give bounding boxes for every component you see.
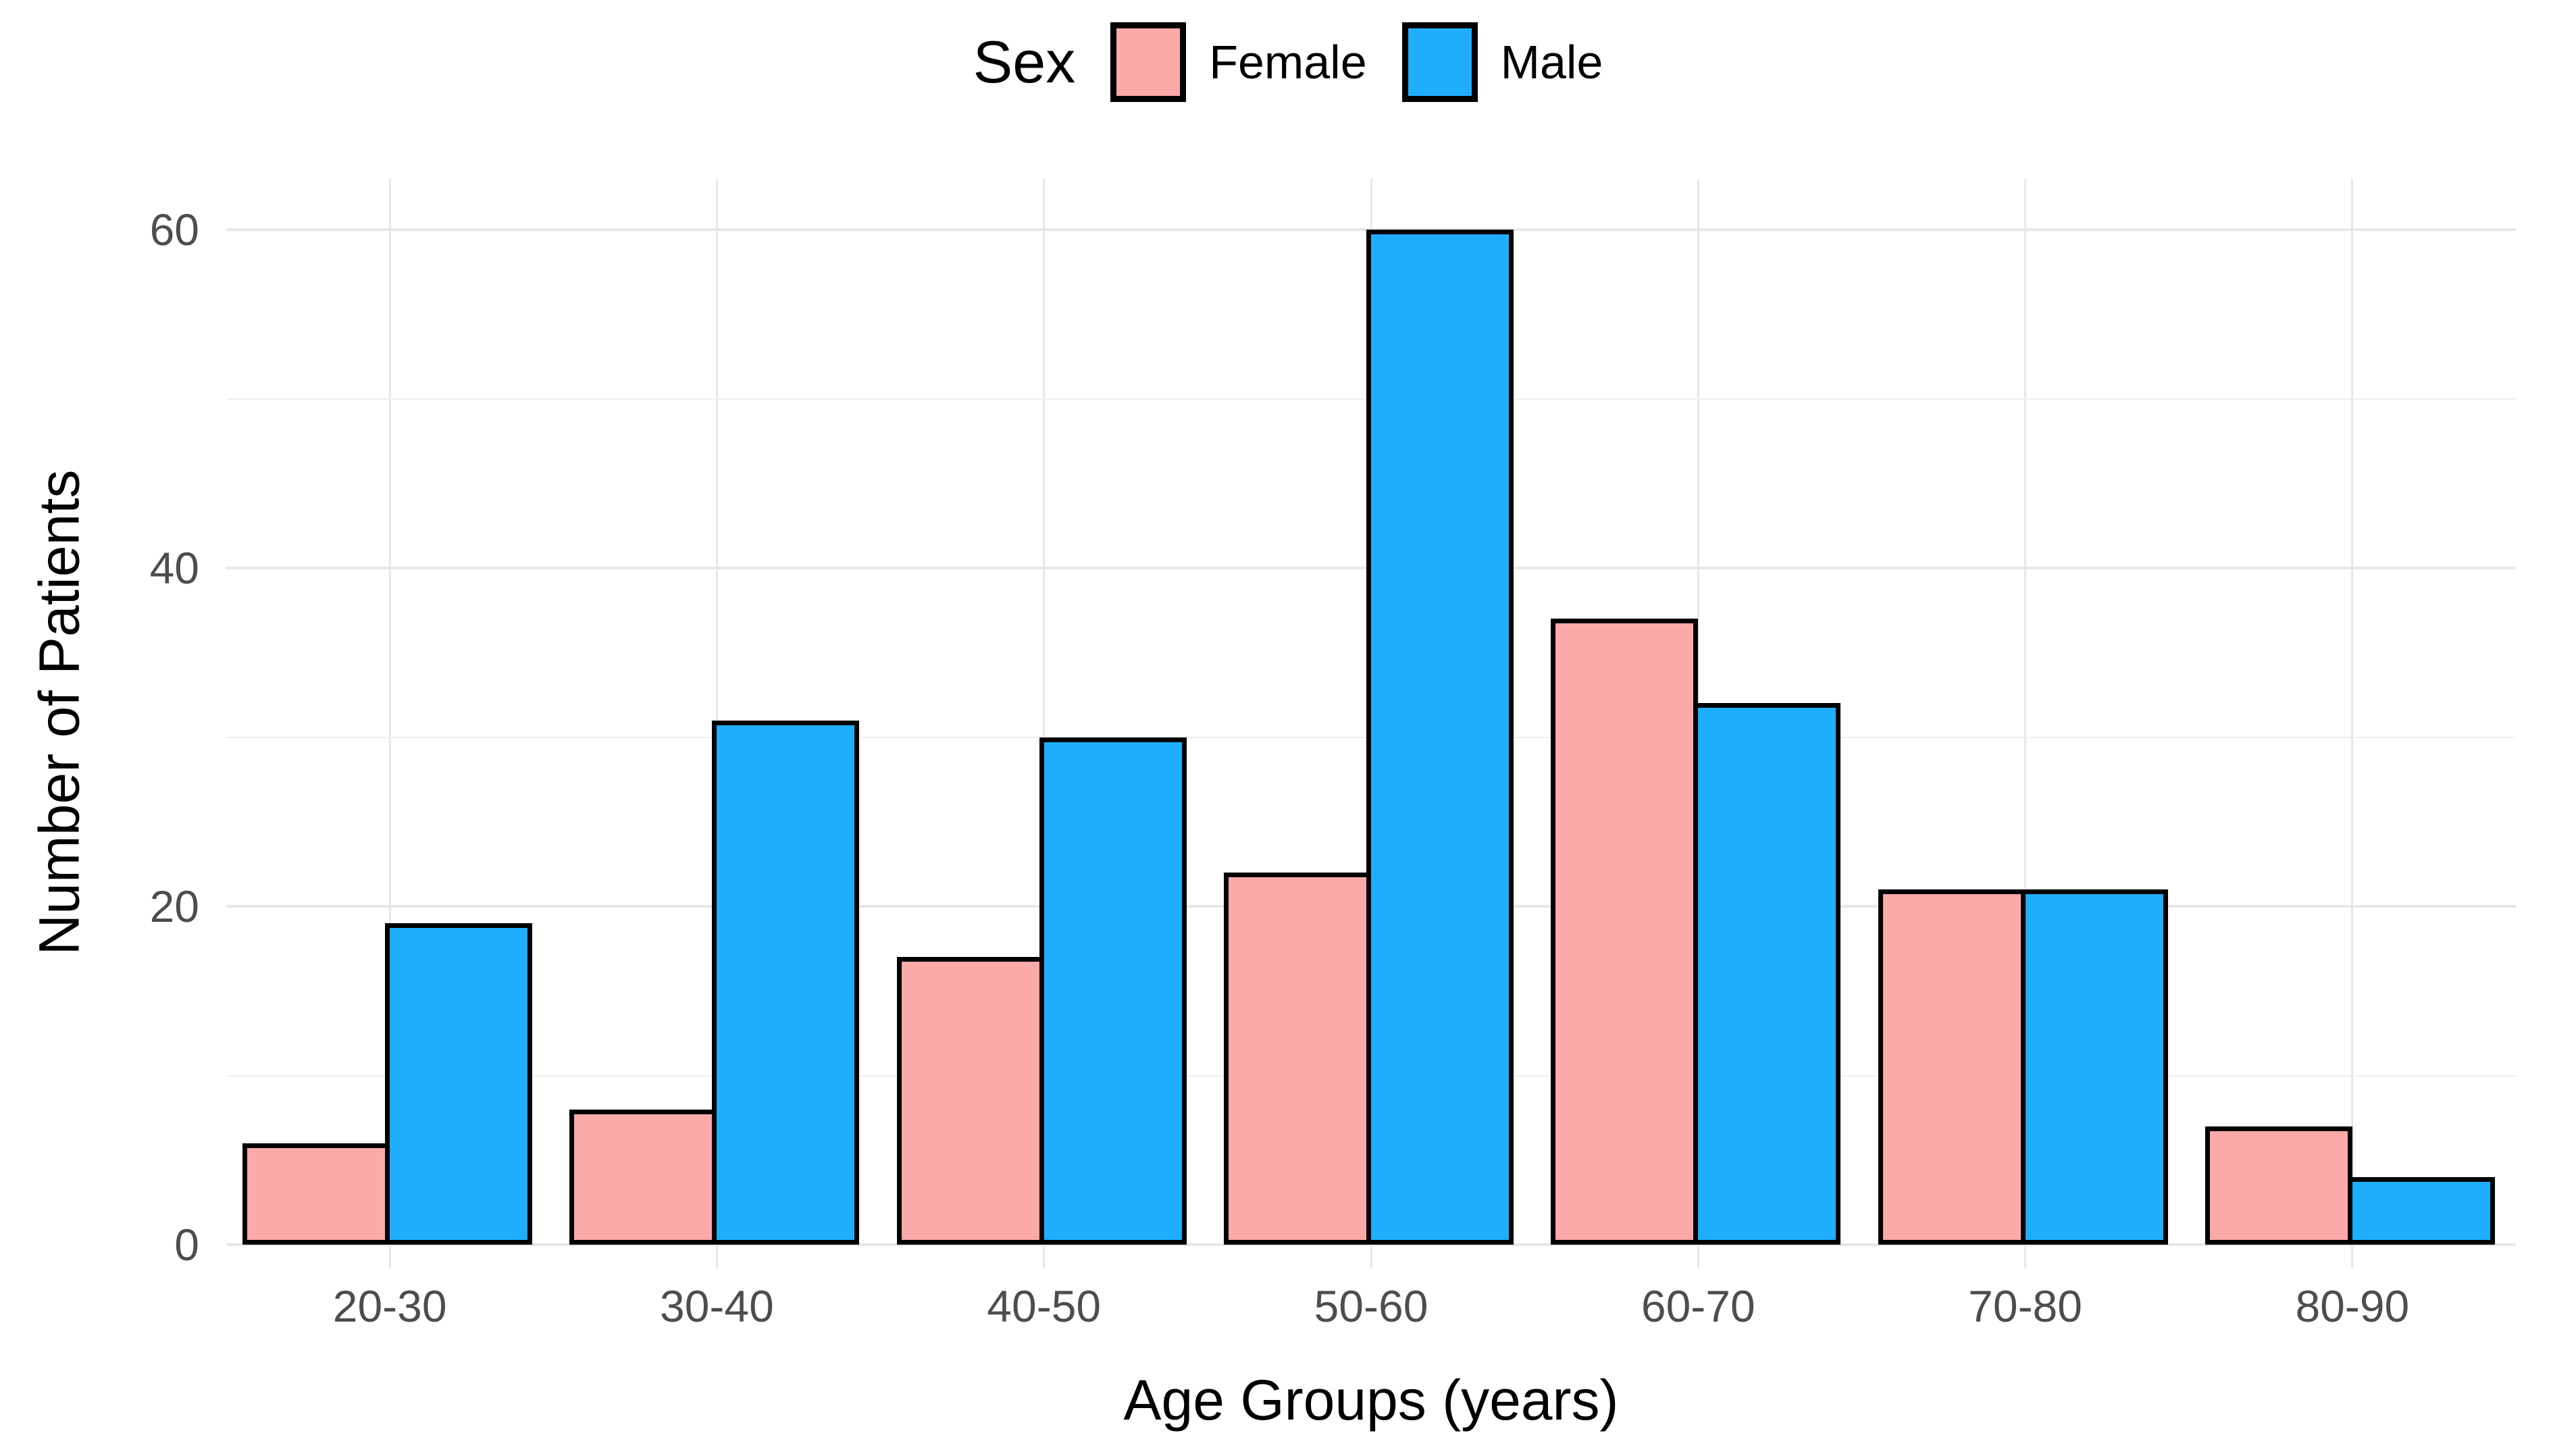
bar-male-60-70	[1693, 703, 1840, 1245]
bar-female-60-70	[1551, 619, 1698, 1245]
y-axis-tick-labels: 0 20 40 60	[0, 179, 199, 1268]
legend-item-male: Male	[1401, 22, 1603, 102]
bar-female-30-40	[569, 1110, 717, 1245]
legend-swatch-female	[1110, 22, 1187, 102]
legend-title: Sex	[973, 28, 1076, 95]
bar-male-20-30	[385, 923, 532, 1245]
x-tick-label: 70-80	[1968, 1281, 2082, 1331]
x-tick-label: 80-90	[2295, 1281, 2410, 1331]
bar-male-50-60	[1366, 230, 1514, 1245]
legend-item-female: Female	[1110, 22, 1367, 102]
bar-female-80-90	[2205, 1126, 2352, 1245]
legend-label-male: Male	[1500, 36, 1603, 88]
x-tick-label: 20-30	[332, 1281, 447, 1331]
gridline-v	[1043, 179, 1046, 1268]
x-tick-label: 60-70	[1641, 1281, 1755, 1331]
legend: Sex Female Male	[0, 8, 2576, 116]
y-tick-label: 20	[149, 881, 199, 932]
x-tick-label: 30-40	[660, 1281, 774, 1331]
bar-female-50-60	[1224, 873, 1371, 1245]
bar-female-70-80	[1878, 889, 2026, 1245]
y-tick-label: 0	[174, 1220, 199, 1270]
gridline-v	[388, 179, 391, 1268]
gridline-v	[2351, 179, 2354, 1268]
x-tick-label: 50-60	[1314, 1281, 1428, 1331]
bar-male-40-50	[1039, 737, 1187, 1245]
plot-panel	[226, 179, 2516, 1268]
gridline-h-major	[226, 1243, 2516, 1246]
legend-label-female: Female	[1209, 36, 1367, 88]
y-tick-label: 60	[149, 205, 199, 255]
x-axis-tick-labels: 20-30 30-40 40-50 50-60 60-70 70-80 80-90	[226, 1245, 2516, 1353]
gridline-v	[2024, 179, 2027, 1268]
y-tick-label: 40	[149, 543, 199, 594]
x-tick-label: 40-50	[987, 1281, 1102, 1331]
bar-male-30-40	[712, 721, 859, 1245]
x-axis-title: Age Groups (years)	[1123, 1368, 1619, 1432]
bar-male-80-90	[2348, 1177, 2495, 1245]
bar-female-20-30	[242, 1143, 390, 1245]
bar-female-40-50	[897, 957, 1044, 1245]
legend-swatch-male	[1401, 22, 1478, 102]
bar-male-70-80	[2021, 889, 2168, 1245]
